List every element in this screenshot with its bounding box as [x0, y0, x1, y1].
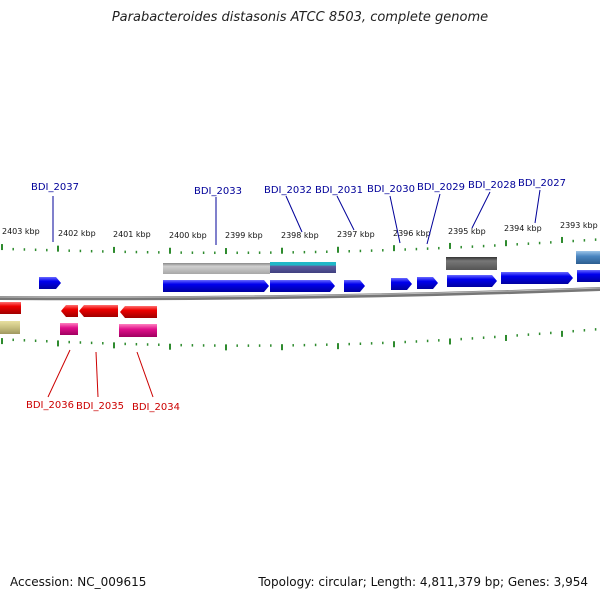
- leader-lines-top: [52, 189, 541, 245]
- gene-arrow-reverse: [79, 305, 118, 317]
- tick-row-bottom: [1, 328, 597, 351]
- kbp-label: 2399 kbp: [225, 231, 263, 240]
- kbp-label: 2396 kbp: [393, 229, 431, 238]
- gene-label: BDI_2031: [315, 185, 363, 196]
- scale-labels: 2403 kbp 2402 kbp 2401 kbp 2400 kbp 2399…: [2, 221, 598, 240]
- feature-bar-olive: [0, 321, 20, 334]
- gene-label: BDI_2030: [367, 184, 415, 195]
- feature-bar-mixed: [270, 262, 336, 273]
- gene-arrow-forward: [163, 280, 269, 292]
- kbp-label: 2394 kbp: [504, 224, 542, 233]
- kbp-label: 2398 kbp: [281, 231, 319, 240]
- gene-label: BDI_2035: [76, 401, 124, 412]
- leader-lines-bottom: [47, 349, 154, 398]
- reverse-genes: [0, 302, 157, 337]
- rna-bar-reverse: [119, 324, 157, 337]
- gene-arrow-forward: [270, 280, 335, 292]
- gene-labels-bottom: BDI_2036 BDI_2035 BDI_2034: [26, 400, 180, 413]
- gene-arrow-forward: [344, 280, 365, 292]
- gene-arrow-forward: [447, 275, 497, 287]
- accession-text: Accession: NC_009615: [10, 575, 147, 589]
- kbp-label: 2397 kbp: [337, 230, 375, 239]
- gene-label: BDI_2029: [417, 182, 465, 193]
- gene-arrow-forward: [501, 272, 573, 284]
- kbp-label: 2393 kbp: [560, 221, 598, 230]
- feature-bar-darkgray: [446, 257, 497, 270]
- kbp-label: 2400 kbp: [169, 231, 207, 240]
- gene-label: BDI_2027: [518, 178, 566, 189]
- gene-labels-top: BDI_2037 BDI_2033 BDI_2032 BDI_2031 BDI_…: [31, 178, 566, 197]
- gene-label: BDI_2036: [26, 400, 74, 411]
- gene-arrow-forward: [391, 278, 412, 290]
- kbp-label: 2395 kbp: [448, 227, 486, 236]
- tick-row-top: [1, 236, 597, 255]
- kbp-label: 2402 kbp: [58, 229, 96, 238]
- gene-arrow-forward: [39, 277, 61, 289]
- map-title: Parabacteroides distasonis ATCC 8503, co…: [111, 10, 489, 25]
- gene-label: BDI_2034: [132, 402, 180, 413]
- kbp-label: 2403 kbp: [2, 227, 40, 236]
- gene-arrow-reverse: [61, 305, 78, 317]
- gene-label: BDI_2033: [194, 186, 242, 197]
- gene-arrow-reverse: [120, 306, 157, 318]
- gene-arrow-forward: [577, 270, 600, 282]
- kbp-label: 2401 kbp: [113, 230, 151, 239]
- genome-backbone: [0, 287, 600, 301]
- rna-bar-reverse: [60, 323, 78, 335]
- feature-bar-steel: [576, 251, 600, 264]
- gene-block-reverse: [0, 302, 21, 314]
- genome-summary-text: Topology: circular; Length: 4,811,379 bp…: [258, 575, 588, 589]
- forward-genes: [39, 270, 600, 292]
- gene-label: BDI_2037: [31, 182, 79, 193]
- gene-label: BDI_2028: [468, 180, 516, 191]
- feature-bar-gray: [163, 263, 270, 274]
- gene-label: BDI_2032: [264, 185, 312, 196]
- gene-arrow-forward: [417, 277, 438, 289]
